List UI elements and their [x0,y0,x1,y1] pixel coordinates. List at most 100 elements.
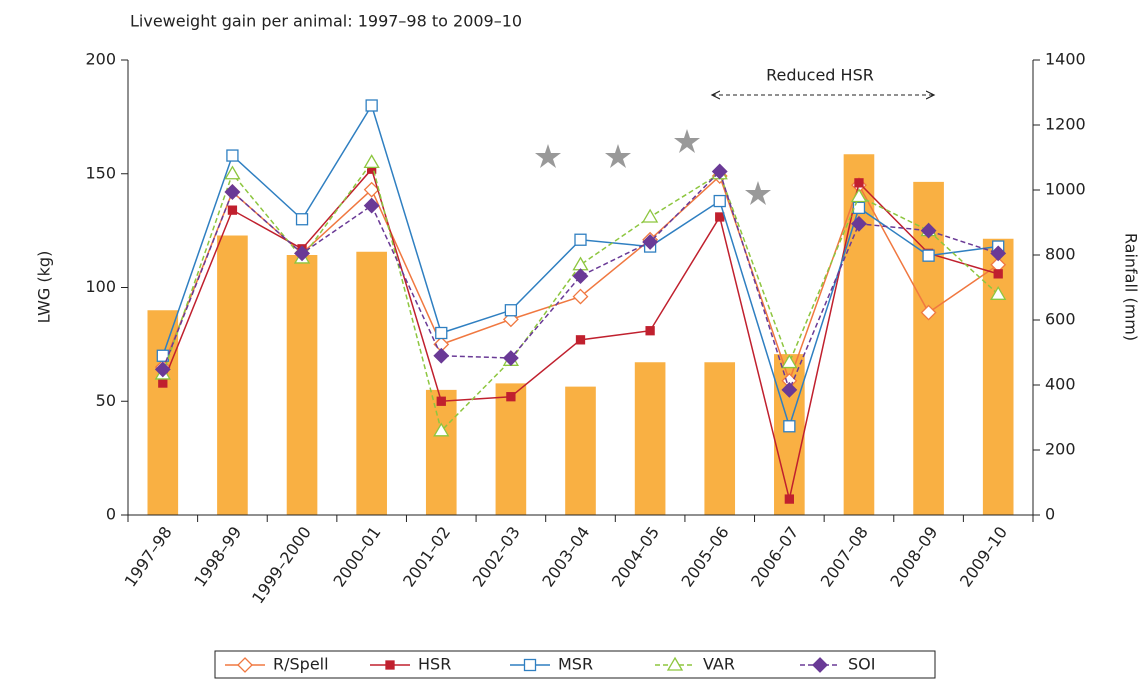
y2-tick-label: 1400 [1045,50,1086,69]
star [605,144,631,168]
x-tick-label: 1999–2000 [248,523,315,607]
marker [435,326,448,340]
legend-label: SOI [848,655,875,674]
marker [783,420,796,433]
y-axis-title: LWG (kg) [35,251,54,324]
stars [535,129,771,205]
marker [224,165,241,180]
marker [711,163,728,180]
marker [506,392,516,402]
marker [237,657,253,673]
marker [523,658,537,672]
bar [356,251,387,515]
marker [574,233,587,246]
marker [850,188,868,203]
x-tick-label: 2002–03 [469,523,524,590]
marker [713,194,726,208]
legend-box [214,650,936,679]
x-tick-label: 2003–04 [538,523,593,590]
marker [385,660,395,670]
marker [363,197,380,214]
marker [572,256,589,271]
y2-tick-label: 1000 [1045,180,1086,199]
marker [294,245,310,262]
bar [495,383,527,515]
legend-label: VAR [703,655,735,674]
marker [436,396,446,406]
marker [922,249,935,262]
marker [920,304,937,321]
marker [572,268,589,285]
star [745,181,771,205]
y-tick-label: 50 [96,391,116,410]
y2-tick-label: 1200 [1045,115,1086,134]
marker [852,201,866,215]
y2-tick-label: 0 [1045,505,1055,524]
marker [156,349,169,362]
marker [715,212,725,222]
x-tick-label: 2000–01 [329,523,384,590]
star [674,129,700,153]
marker [812,657,828,673]
marker [990,286,1007,300]
y-tick-label: 200 [85,50,116,69]
marker [990,245,1007,262]
x-tick-label: 2001–02 [399,523,454,590]
marker [224,184,241,200]
marker [575,335,586,345]
bar [286,255,318,515]
marker [781,354,798,369]
legend-label: HSR [418,655,451,674]
y2-axis-title: Rainfall (mm) [1122,233,1141,341]
bar [704,362,736,515]
marker [572,288,589,305]
annotation: Reduced HSR [766,66,874,85]
x-tick-label: 2008–09 [886,523,941,590]
marker [227,205,238,215]
marker [154,361,171,378]
marker [226,149,239,162]
y-tick-label: 0 [106,505,116,524]
y2-tick-label: 200 [1045,440,1076,459]
marker [641,208,659,223]
marker [781,381,798,398]
bar [982,238,1014,515]
chart-title: Liveweight gain per animal: 1997–98 to 2… [130,12,522,31]
x-tick-label: 1998–99 [190,523,245,590]
x-tick-label: 2009–10 [956,523,1011,590]
marker [502,350,519,366]
x-tick-label: 1997–98 [121,523,176,590]
marker [295,213,309,226]
x-tick-label: 2007–08 [817,523,872,590]
marker [363,154,380,169]
marker [433,422,450,437]
x-tick-label: 2006–07 [747,523,802,590]
marker [993,269,1003,279]
bar [634,362,666,515]
marker [851,215,867,232]
marker [854,178,864,188]
legend-label: MSR [558,655,593,674]
y2-tick-label: 800 [1045,245,1076,264]
marker [645,326,655,336]
y-tick-label: 100 [85,277,116,296]
marker [504,304,518,317]
marker [365,99,378,112]
marker [158,378,168,388]
x-tick-label: 2004–05 [608,523,663,590]
y2-tick-label: 600 [1045,310,1076,329]
marker [784,494,794,504]
legend-label: R/Spell [273,655,329,674]
bar [217,235,248,515]
marker [642,234,659,250]
marker [433,347,450,364]
bar [425,389,457,515]
y-tick-label: 150 [85,163,116,182]
bar [565,386,596,515]
star [535,144,561,168]
x-tick-label: 2005–06 [678,523,733,590]
y2-tick-label: 400 [1045,375,1076,394]
marker [920,222,937,239]
marker [666,656,684,671]
